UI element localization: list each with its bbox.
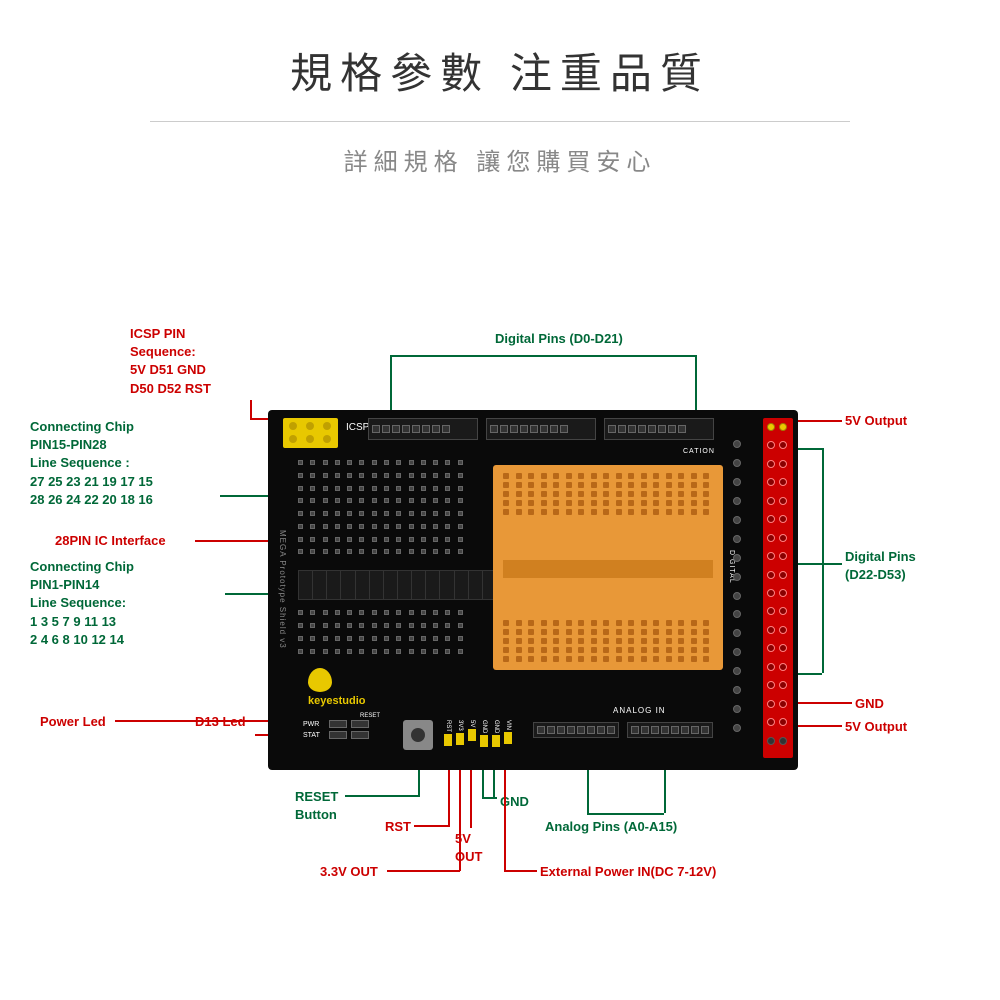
ext-power-label: External Power IN(DC 7-12V) bbox=[540, 863, 716, 881]
logo: keyestudio bbox=[308, 668, 365, 707]
leader-line bbox=[797, 702, 852, 704]
leader-line bbox=[390, 355, 695, 357]
5v-output-top-label: 5V Output bbox=[845, 412, 907, 430]
top-headers: document.write(Array(8).fill('<div class… bbox=[368, 418, 714, 440]
board-model-text: MEGA Prototype Shield v3 bbox=[278, 530, 287, 649]
chip2-label: Connecting Chip PIN1-PIN14 Line Sequence… bbox=[30, 558, 134, 649]
status-leds: PWR STAT bbox=[303, 720, 369, 739]
leader-line bbox=[390, 355, 392, 410]
divider bbox=[150, 121, 850, 122]
reset-button bbox=[403, 720, 433, 750]
leader-line bbox=[797, 448, 822, 450]
leader-line bbox=[822, 563, 842, 565]
icsp-connector bbox=[283, 418, 338, 448]
leader-line bbox=[587, 813, 664, 815]
right-pin-header: document.write(Array(32).fill('<div clas… bbox=[763, 418, 793, 758]
main-title: 規格參數 注重品質 bbox=[0, 40, 1000, 101]
digital-pins-right-label: Digital Pins (D22-D53) bbox=[845, 548, 916, 584]
brand-text: keyestudio bbox=[308, 695, 365, 707]
icsp-label: ICSP PIN Sequence: 5V D51 GND D50 D52 RS… bbox=[130, 325, 211, 398]
leader-line bbox=[250, 400, 252, 420]
analog-pins-label: Analog Pins (A0-A15) bbox=[545, 818, 677, 836]
bottom-pins: RST 3V3 5V GND GND VIN bbox=[443, 720, 513, 747]
leader-line bbox=[387, 870, 460, 872]
leader-line bbox=[797, 673, 822, 675]
5v-output-bot-label: 5V Output bbox=[845, 718, 907, 736]
reset-button-label: RESET Button bbox=[295, 788, 338, 824]
33v-label: 3.3V OUT bbox=[320, 863, 378, 881]
pinout-diagram: ICSP PIN Sequence: 5V D51 GND D50 D52 RS… bbox=[0, 300, 1000, 1000]
leader-line bbox=[504, 870, 537, 872]
gnd-right-label: GND bbox=[855, 695, 884, 713]
chip1-label: Connecting Chip PIN15-PIN28 Line Sequenc… bbox=[30, 418, 153, 509]
proto-grid-bottom: document.write(Array(56).fill('<div clas… bbox=[298, 610, 468, 660]
leader-line bbox=[345, 795, 420, 797]
header-section: 規格參數 注重品質 詳細規格 讓您購買安心 bbox=[0, 0, 1000, 177]
mini-breadboard: document.write(Array(85).fill('<div clas… bbox=[493, 465, 723, 670]
ic28-label: 28PIN IC Interface bbox=[55, 532, 166, 550]
leader-line bbox=[414, 825, 450, 827]
icsp-text: ICSP bbox=[346, 422, 369, 433]
power-led-label: Power Led bbox=[40, 713, 106, 731]
leader-line bbox=[695, 355, 697, 410]
analog-in-text: ANALOG IN bbox=[613, 706, 666, 715]
leader-line bbox=[797, 563, 822, 565]
pcb-board: MEGA Prototype Shield v3 ICSP document.w… bbox=[268, 410, 798, 770]
beetle-icon bbox=[308, 668, 332, 692]
leader-line bbox=[797, 725, 842, 727]
leader-line bbox=[822, 448, 824, 673]
right-proto-grid: document.write(Array(16).fill('<div clas… bbox=[733, 440, 758, 740]
digital-pins-top-label: Digital Pins (D0-D21) bbox=[495, 330, 623, 348]
ic-28pin-slot: document.write(Array(14).fill('<div clas… bbox=[298, 570, 498, 600]
rst-label: RST bbox=[385, 818, 411, 836]
sub-title: 詳細規格 讓您購買安心 bbox=[0, 142, 1000, 177]
analog-headers: document.write(Array(8).fill('<div class… bbox=[533, 722, 713, 738]
d13-led-label: D13 Led bbox=[195, 713, 246, 731]
leader-line bbox=[795, 420, 842, 422]
proto-grid-top: document.write(Array(112).fill('<div cla… bbox=[298, 460, 468, 560]
cation-text: CATION bbox=[683, 448, 715, 455]
5vout-label: 5V OUT bbox=[455, 830, 482, 866]
